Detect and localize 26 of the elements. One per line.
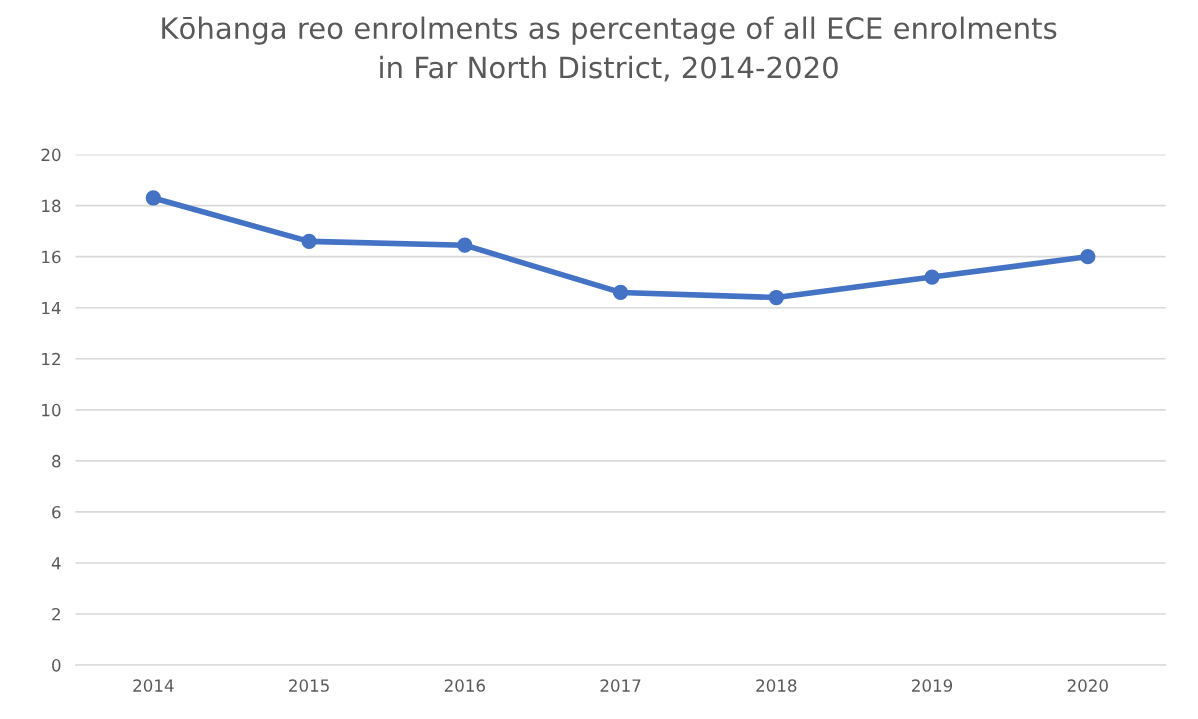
- point: [612, 284, 629, 301]
- chart-title: Kōhanga reo enrolments as percentage of all ECE enrolments in Far North District, 2014-2020: [162, 16, 1057, 82]
- y-tick-label: 10: [42, 403, 61, 417]
- point: [457, 237, 473, 253]
- y-tick-label: 4: [51, 557, 61, 570]
- point: [768, 289, 784, 306]
- y-tick-label: 16: [42, 250, 61, 264]
- y-tick-label: 8: [52, 454, 61, 468]
- x-tick-label: 2019: [912, 679, 953, 692]
- point: [145, 190, 161, 206]
- point: [924, 269, 940, 285]
- point: [301, 233, 317, 250]
- x-tick-label: 2014: [133, 679, 174, 692]
- point: [1080, 249, 1096, 265]
- x-tick-label: 2015: [289, 679, 329, 692]
- y-tick-label: 0: [52, 659, 61, 672]
- x-tick-label: 2018: [756, 679, 797, 692]
- y-tick-label: 20: [41, 148, 61, 162]
- y-tick-label: 2: [52, 607, 60, 621]
- y-tick-label: 6: [52, 505, 61, 519]
- x-tick-label: 2020: [1067, 679, 1108, 692]
- x-tick-label: 2017: [600, 679, 641, 692]
- y-tick-label: 14: [42, 301, 61, 315]
- x-tick-label: 2016: [444, 679, 485, 692]
- y-tick-label: 12: [42, 352, 60, 366]
- y-tick-label: 18: [42, 199, 61, 213]
